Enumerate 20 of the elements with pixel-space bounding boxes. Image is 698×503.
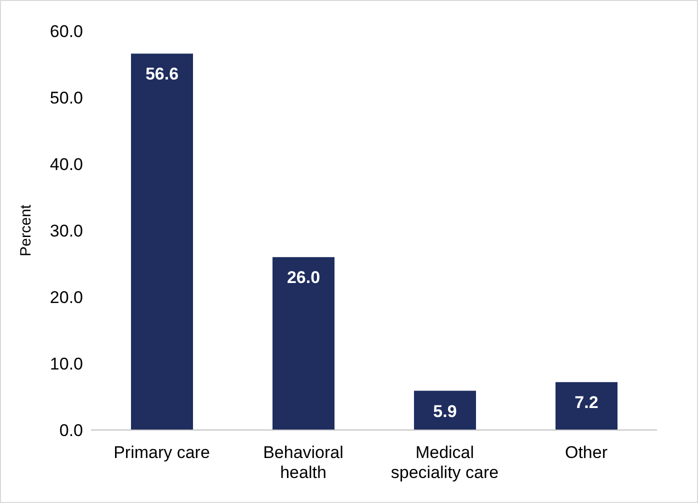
y-tick-label: 50.0 (50, 88, 83, 108)
y-axis-title: Percent (17, 204, 34, 256)
y-tick-label: 30.0 (50, 222, 83, 241)
y-tick-label: 10.0 (50, 354, 83, 374)
y-tick-label: 40.0 (50, 155, 83, 174)
x-tick-label: Other (564, 443, 608, 462)
y-tick-label: 20.0 (50, 288, 83, 308)
bar (131, 54, 193, 430)
bar (556, 382, 618, 430)
data-label: 56.6 (145, 64, 179, 84)
data-label: 5.9 (433, 402, 457, 421)
x-tick-label: Medical speciality care (390, 443, 499, 482)
y-tick-label: 60.0 (50, 22, 83, 42)
x-tick-label: Primary care (114, 443, 210, 462)
bar (272, 257, 334, 430)
data-label: 26.0 (286, 268, 320, 288)
x-tick-label: Behavioral health (263, 443, 344, 482)
y-tick-label: 0.0 (59, 421, 83, 440)
bar (414, 390, 476, 430)
data-label: 7.2 (574, 393, 598, 412)
